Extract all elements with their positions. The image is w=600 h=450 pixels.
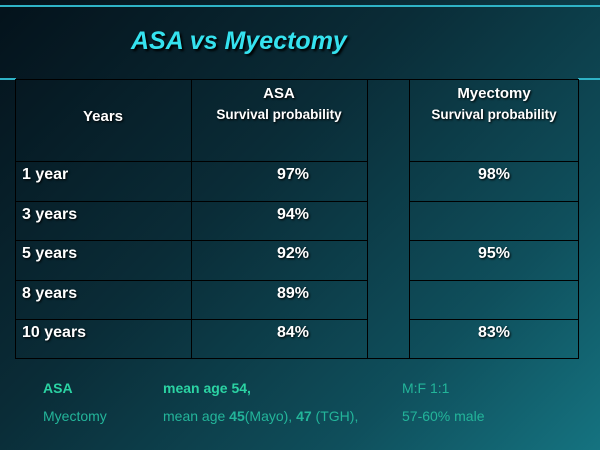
row-divider [15,201,368,202]
row-myectomy-value: 83% [477,324,511,341]
table-border-top [15,79,579,80]
row-divider [409,161,579,162]
column-divider [409,79,410,359]
row-asa-value: 89% [276,285,310,302]
table-border-bottom [15,358,579,359]
header-years: Years [82,108,124,125]
row-divider [15,161,368,162]
footer-asa-label: ASA [43,380,73,396]
table-border-left [15,79,16,359]
survival-table: Years ASA Survival probability Myectomy … [15,79,579,359]
page-title: ASA vs Myectomy [131,27,347,55]
footer-myectomy-age: mean age 45(Mayo), 47 (TGH), [163,408,359,424]
row-years-label: 3 years [22,206,78,223]
row-divider [15,240,368,241]
row-divider [409,240,579,241]
header-myectomy: Myectomy [457,85,531,102]
row-years-label: 1 year [22,166,69,183]
row-myectomy-value: 95% [477,245,511,262]
row-myectomy-value: 98% [477,166,511,183]
row-divider [15,319,368,320]
table-border-right [578,79,579,359]
row-divider [409,201,579,202]
header-asa-subtitle: Survival probability [216,107,342,122]
header-asa: ASA [263,85,295,102]
row-asa-value: 92% [276,245,310,262]
title-divider-right [578,78,600,80]
row-asa-value: 84% [276,324,310,341]
column-divider [191,79,192,359]
row-divider [15,280,368,281]
column-divider [367,79,368,359]
footer-myectomy-label: Myectomy [43,408,107,424]
header-myectomy-subtitle: Survival probability [431,107,557,122]
footer-asa-age: mean age 54, [163,380,251,396]
row-asa-value: 94% [276,206,310,223]
row-years-label: 10 years [22,324,87,341]
row-divider [409,280,579,281]
footer-myectomy-sex-ratio: 57-60% male [402,408,485,424]
row-years-label: 8 years [22,285,78,302]
row-years-label: 5 years [22,245,78,262]
top-divider [0,5,600,7]
row-divider [409,319,579,320]
footer-asa-sex-ratio: M:F 1:1 [402,380,450,396]
row-asa-value: 97% [276,166,310,183]
title-divider-left [0,78,16,80]
